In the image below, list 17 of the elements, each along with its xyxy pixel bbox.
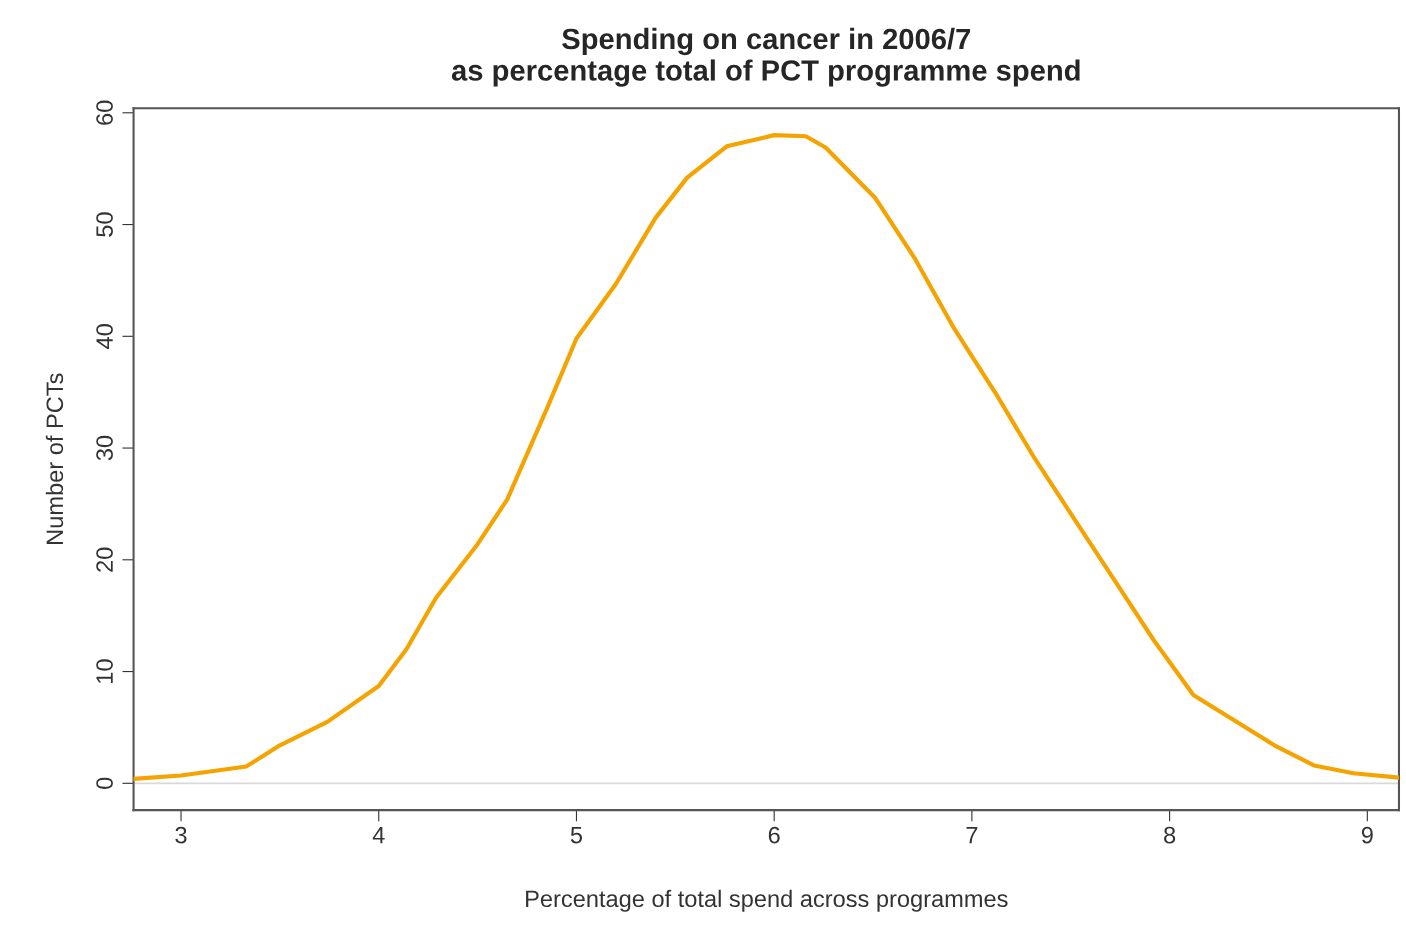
y-tick-label: 10 [96, 659, 113, 683]
y-tick-label: 60 [96, 100, 113, 125]
x-tick-label: 6 [768, 826, 780, 844]
y-tick-label: 0 [96, 777, 113, 789]
x-tick-label: 8 [1164, 826, 1176, 844]
x-axis-title: Percentage of total spend across programmes [526, 889, 1008, 912]
x-tick-label: 7 [966, 826, 978, 844]
y-tick-label: 30 [96, 435, 113, 461]
x-tick-label: 3 [175, 826, 187, 844]
y-axis-title: Number of PCTs [45, 373, 64, 544]
x-tick-label: 9 [1361, 826, 1373, 844]
x-tick-label: 5 [570, 826, 583, 844]
x-tick-label: 4 [372, 826, 385, 844]
y-tick-label: 50 [96, 212, 113, 237]
y-tick-label: 40 [96, 324, 113, 349]
chart-title: Spending on cancer in 2006/7 as percentage total of PCT programme spend [451, 27, 1080, 87]
y-tick-label: 20 [96, 547, 113, 572]
